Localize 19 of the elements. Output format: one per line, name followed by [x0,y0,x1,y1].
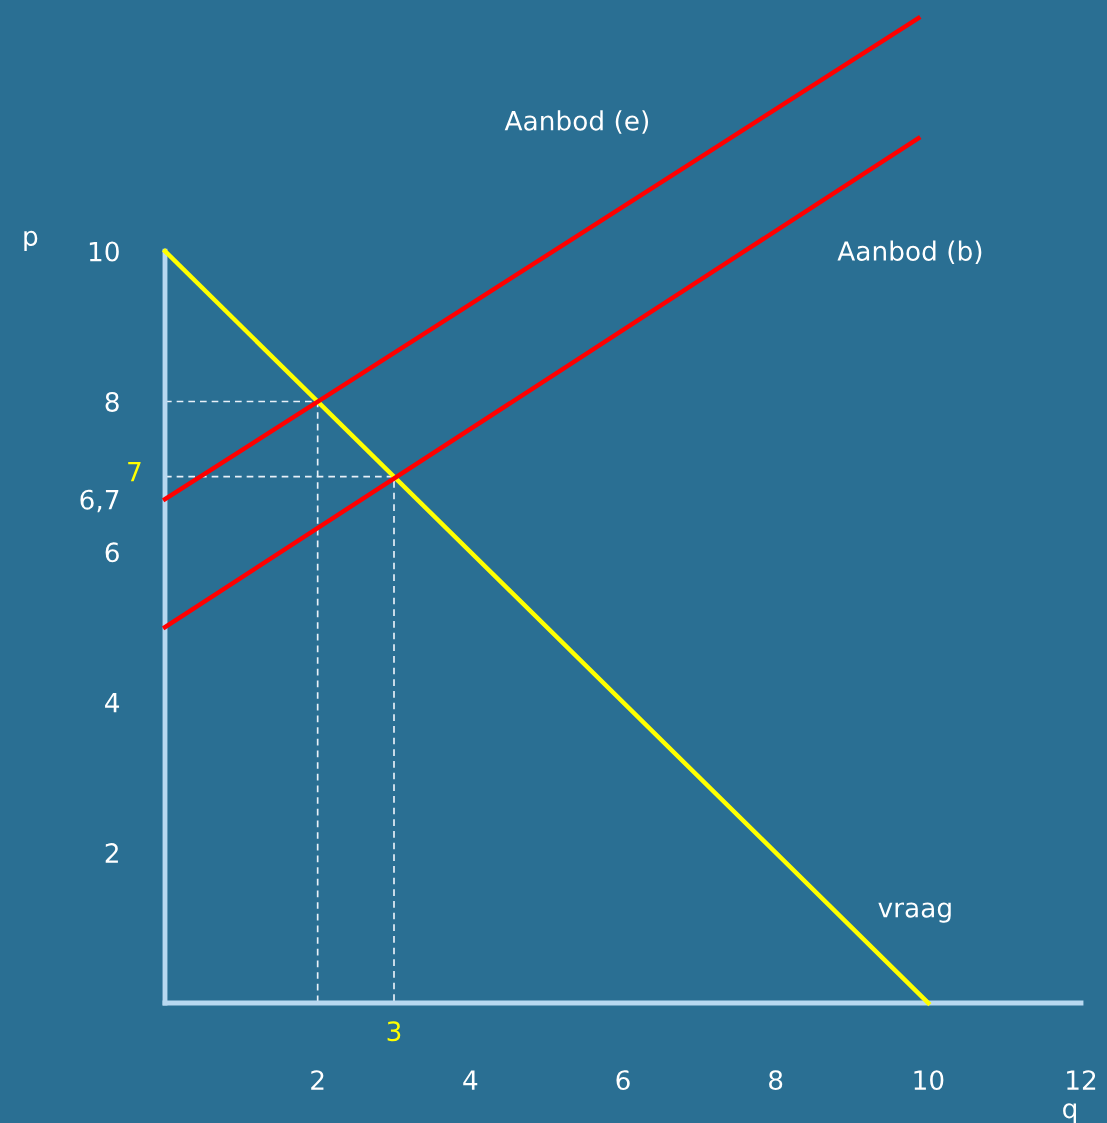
y-tick-label: 10 [89,241,119,262]
annotation: 3 [387,1021,401,1042]
y-tick-label: 2 [105,843,118,863]
series-label: Aanbod (e) [504,110,649,134]
y-tick-label: 6,7 [80,489,119,513]
y-axis-title: p [24,230,38,252]
x-tick-label: 8 [769,1070,783,1091]
annotation: 7 [128,461,141,482]
x-tick-label: 10 [914,1070,944,1091]
y-tick-label: 8 [105,391,119,412]
x-tick-label: 12 [1067,1070,1096,1090]
y-tick-label: 4 [105,693,120,713]
series-label: Aanbod (b) [837,240,982,265]
series-label: vraag [878,902,951,923]
x-tick-label: 4 [463,1070,478,1090]
x-tick-label: 6 [616,1070,630,1091]
x-axis-title: q [1063,1103,1076,1123]
x-tick-label: 2 [311,1070,324,1090]
y-tick-label: 6 [105,542,119,563]
